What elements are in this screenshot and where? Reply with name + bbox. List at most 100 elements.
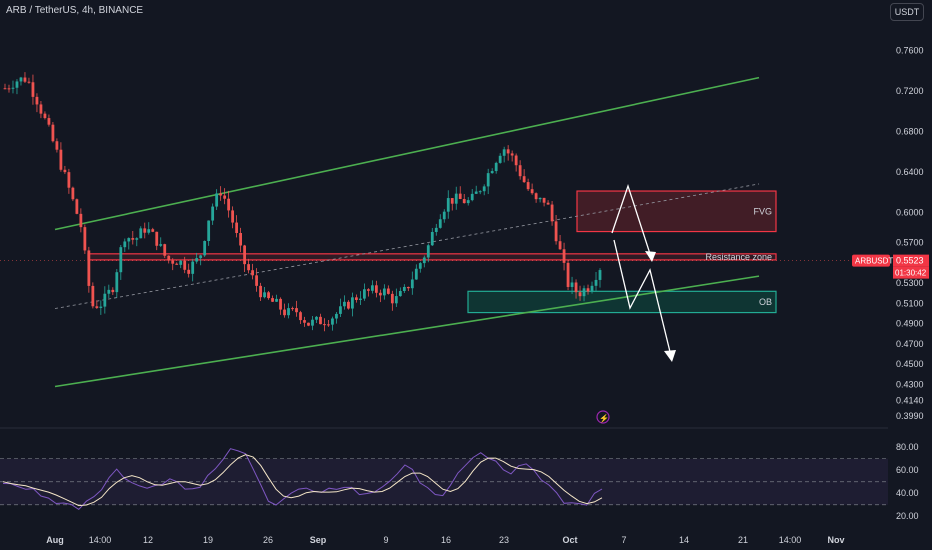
candle-body: [59, 149, 63, 170]
candle-body: [167, 255, 171, 261]
candle-body: [263, 292, 266, 298]
candle-body: [494, 162, 498, 172]
candle-body: [295, 308, 298, 313]
countdown-bg: [893, 266, 929, 279]
zone-label: Resistance zone: [705, 252, 772, 262]
x-tick-label: 12: [143, 535, 153, 545]
candle-body: [414, 268, 418, 280]
candle-body: [91, 285, 95, 307]
symbol-title: ARB / TetherUS, 4h, BINANCE: [6, 5, 144, 16]
candle-body: [183, 260, 187, 270]
candle-body: [562, 249, 566, 263]
candle-body: [514, 155, 518, 166]
candle-body: [115, 272, 119, 293]
rsi-pane: [0, 448, 888, 511]
candle-body: [55, 141, 59, 150]
x-tick-label: Sep: [310, 535, 327, 545]
countdown-value: 01:30:42: [895, 269, 927, 278]
candle-body: [594, 279, 598, 286]
y-tick-label: 0.5300: [896, 278, 924, 288]
arrow-head: [645, 251, 656, 262]
channel-line: [54, 76, 760, 231]
y-tick-label: 0.4140: [896, 396, 924, 406]
candle-body: [43, 113, 47, 119]
channel-line: [54, 183, 760, 309]
candle-body: [243, 245, 246, 265]
candle-body: [191, 261, 195, 274]
candle-body: [239, 232, 243, 246]
candle-body: [390, 293, 394, 304]
candle-body: [454, 193, 458, 204]
y-tick-label: 0.4700: [896, 339, 924, 349]
candle-body: [79, 213, 83, 228]
candle-body: [291, 308, 294, 310]
channel-lines: [0, 76, 888, 388]
candle-body: [438, 219, 442, 228]
x-tick-label: 14:00: [779, 535, 802, 545]
candle-body: [366, 289, 370, 291]
candle-body: [83, 227, 87, 251]
candle-body: [506, 149, 510, 154]
candle-body: [430, 231, 434, 246]
candle-body: [283, 309, 286, 316]
zone-box: [87, 253, 777, 261]
candle-body: [402, 286, 406, 292]
y-tick-label: 0.5700: [896, 238, 924, 248]
candle-body: [31, 82, 35, 97]
y-tick-label: 0.5100: [896, 298, 924, 308]
zone-label: FVG: [753, 206, 772, 216]
currency-button[interactable]: USDT: [890, 3, 924, 21]
candle-body: [542, 197, 546, 203]
candle-body: [526, 182, 530, 190]
candle-body: [195, 258, 199, 262]
candle-body: [3, 88, 7, 90]
candle-body: [7, 88, 11, 90]
zone-box: [467, 290, 777, 314]
candle-body: [570, 282, 574, 287]
candle-body: [418, 263, 422, 269]
candle-body: [566, 262, 570, 287]
y-tick-label: 0.6000: [896, 207, 924, 217]
candle-body: [303, 320, 306, 323]
candle-body: [331, 318, 334, 325]
candle-body: [386, 288, 390, 294]
candle-body: [510, 153, 514, 156]
zone-box: [576, 190, 777, 233]
candle-body: [355, 297, 358, 300]
x-tick-label: 9: [383, 535, 388, 545]
x-tick-label: 19: [203, 535, 213, 545]
candle-body: [554, 221, 558, 242]
candle-body: [574, 282, 578, 293]
x-tick-label: Nov: [827, 535, 844, 545]
candle-body: [15, 81, 19, 88]
x-tick-label: Aug: [46, 535, 64, 545]
candle-body: [227, 198, 231, 211]
candle-body: [558, 241, 562, 250]
candle-body: [51, 124, 55, 142]
candle-body: [267, 292, 270, 299]
candle-body: [179, 260, 183, 265]
lightning-icon: [596, 410, 610, 424]
x-tick-label: 7: [621, 535, 626, 545]
candle-body: [219, 193, 223, 196]
y-tick-label: 0.4900: [896, 319, 924, 329]
x-tick-label: 26: [263, 535, 273, 545]
symbol-tag-bg: [852, 254, 890, 267]
candle-body: [546, 202, 550, 205]
candle-body: [347, 301, 350, 309]
candle-body: [319, 316, 322, 325]
candle-body: [315, 316, 318, 320]
price-tag-value: 0.5523: [896, 256, 924, 266]
candle-body: [259, 285, 262, 298]
candle-body: [75, 199, 79, 214]
candle-body: [474, 191, 478, 194]
candle-body: [462, 198, 466, 204]
candle-body: [99, 306, 103, 308]
candle-body: [135, 238, 139, 240]
candle-body: [87, 250, 91, 286]
candle-body: [203, 240, 207, 256]
candle-body: [147, 229, 151, 233]
projection-arrows: ⚡: [596, 183, 676, 424]
candle-body: [534, 193, 538, 200]
